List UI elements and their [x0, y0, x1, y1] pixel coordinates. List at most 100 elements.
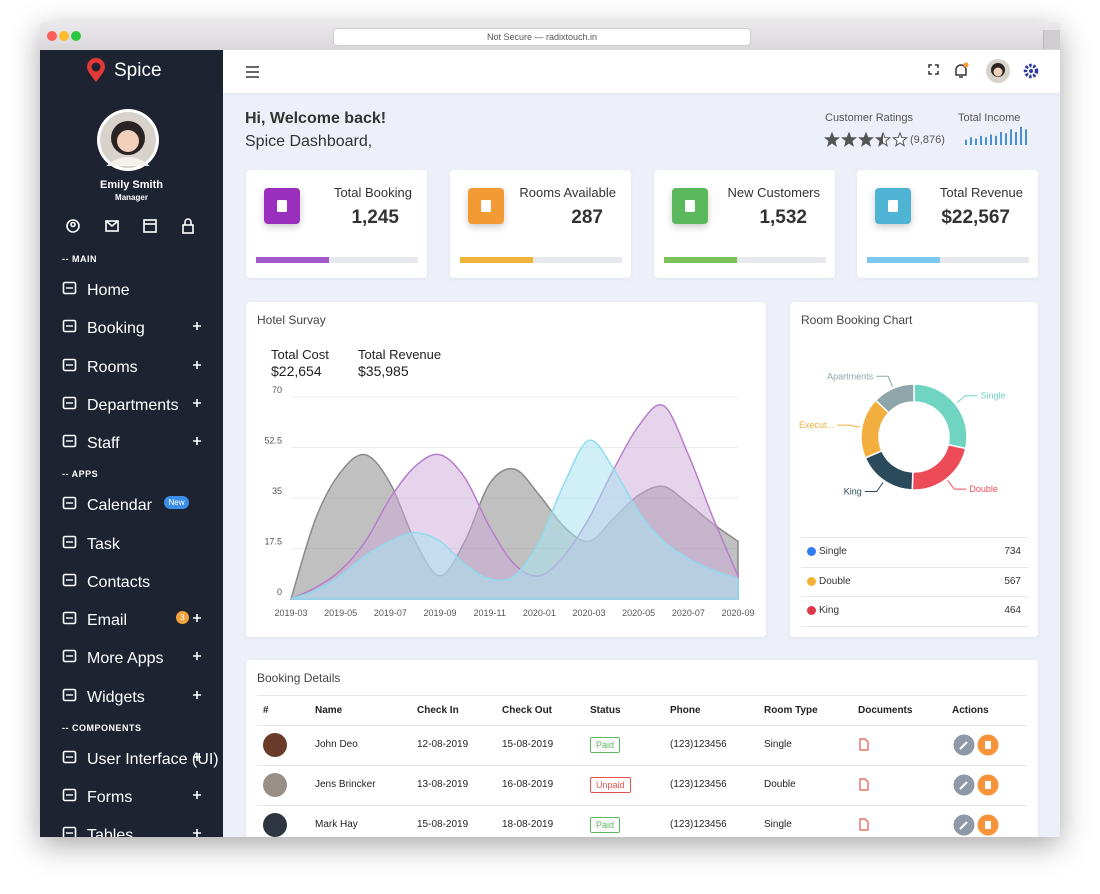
nav-badge: 3: [176, 611, 189, 625]
table-cell: 12-08-2019: [417, 739, 469, 750]
zoom-button[interactable]: [71, 31, 81, 41]
nav-item[interactable]: More Apps: [40, 644, 223, 668]
nav-label: More Apps: [87, 650, 164, 668]
table-rule: [257, 765, 1027, 766]
expand-icon: [193, 652, 201, 661]
income-bar: [995, 135, 997, 145]
minimize-button[interactable]: [59, 31, 69, 41]
slice-label: Double: [969, 484, 998, 494]
leader-line: [956, 395, 978, 404]
fullscreen-button[interactable]: [928, 64, 939, 75]
stat-value: 1,532: [759, 207, 807, 228]
nav-item[interactable]: Task: [40, 530, 223, 554]
income-bar: [1010, 129, 1012, 145]
income-bar: [1005, 133, 1007, 145]
browser-window: Not Secure — radixtouch.in Spice Emily Sm…: [40, 22, 1060, 837]
delete-button[interactable]: [977, 774, 999, 796]
new-tab-button[interactable]: [1043, 30, 1060, 49]
progress-bar: [256, 257, 329, 263]
delete-button[interactable]: [977, 734, 999, 756]
brand-logo: [87, 58, 105, 82]
document-icon[interactable]: [858, 818, 870, 832]
delete-button[interactable]: [977, 814, 999, 836]
bell-icon: [955, 64, 967, 78]
user-avatar: [97, 109, 159, 171]
y-tick-label: 52.5: [264, 436, 282, 446]
document-icon[interactable]: [858, 778, 870, 792]
notification-button[interactable]: [955, 62, 969, 78]
edit-button[interactable]: [953, 734, 975, 756]
quick-icon[interactable]: [182, 218, 194, 234]
stat-icon: [468, 188, 504, 224]
stat-icon: [672, 188, 708, 224]
summary-label: Single: [819, 546, 847, 557]
expand-icon: [193, 752, 201, 761]
nav-item[interactable]: Departments: [40, 391, 223, 415]
nav-icon-shape: [62, 535, 77, 548]
document-icon[interactable]: [858, 738, 870, 752]
glyph-shape: [277, 200, 287, 212]
star: [874, 131, 892, 147]
nav-item[interactable]: Forms: [40, 783, 223, 807]
plus-sign: [193, 322, 201, 331]
quick-icon[interactable]: [143, 219, 157, 233]
nav-icon: [62, 358, 77, 371]
nav-icon: [62, 434, 77, 448]
stat-label: Rooms Available: [519, 185, 616, 200]
stat-glyph: [481, 200, 491, 212]
nav-item[interactable]: Calendar New: [40, 491, 223, 515]
plus-sign: [193, 398, 201, 407]
guest-avatar: [263, 773, 287, 797]
progress-track: [867, 257, 1029, 263]
nav-badge: New: [164, 496, 189, 510]
calendar-icon: [143, 219, 157, 233]
nav-icon-shape: [62, 573, 77, 587]
nav-item[interactable]: Email 3: [40, 606, 223, 630]
nav-item[interactable]: Staff: [40, 429, 223, 453]
progress-track: [256, 257, 418, 263]
nav-item[interactable]: Booking: [40, 314, 223, 338]
settings-button[interactable]: [1023, 63, 1039, 79]
nav-label: User Interface (UI): [87, 750, 219, 768]
nav-item[interactable]: Contacts: [40, 568, 223, 592]
plus-sign: [193, 614, 201, 623]
nav-item[interactable]: Widgets: [40, 683, 223, 707]
section-title: -- APPS: [62, 469, 99, 480]
nav-label: Email: [87, 612, 128, 630]
title-bar: Not Secure — radixtouch.in: [40, 22, 1060, 51]
plus-sign: [193, 652, 201, 661]
user-role: Manager: [115, 193, 148, 202]
table-cell: 15-08-2019: [417, 819, 469, 830]
brand-name: Spice: [114, 60, 162, 81]
edit-button[interactable]: [953, 774, 975, 796]
pdf-icon: [859, 778, 869, 791]
nav-item[interactable]: Rooms: [40, 353, 223, 377]
nav-icon: [62, 688, 77, 701]
close-button[interactable]: [47, 31, 57, 41]
table-title: Booking Details: [257, 671, 341, 685]
table-cell: (123)123456: [670, 779, 727, 790]
leader-line: [864, 482, 884, 493]
menu-toggle[interactable]: [245, 65, 261, 79]
nav-item[interactable]: Home: [40, 276, 223, 300]
column-header: Actions: [952, 705, 989, 716]
trash-icon: [985, 781, 991, 789]
address-bar[interactable]: Not Secure — radixtouch.in: [333, 28, 751, 46]
nav-item[interactable]: User Interface (UI): [40, 745, 223, 769]
nav-label: Tables: [87, 827, 134, 837]
quick-icon[interactable]: [105, 220, 119, 232]
summary-value: 567: [1004, 575, 1021, 587]
edit-button[interactable]: [953, 814, 975, 836]
stat-value: 1,245: [351, 207, 399, 228]
column-header: Documents: [858, 705, 913, 716]
sidebar: Spice Emily Smith Manager -- MAIN Home Bookin…: [40, 50, 223, 837]
profile-button[interactable]: [986, 59, 1010, 83]
section-title: -- MAIN: [62, 254, 97, 264]
quick-icon[interactable]: [66, 219, 80, 233]
income-bar: [1020, 126, 1022, 145]
nav-icon: [62, 826, 77, 837]
nav-item[interactable]: Tables: [40, 821, 223, 837]
quick-icons: [66, 218, 194, 234]
summary-value: 464: [1004, 605, 1021, 616]
y-tick-label: 70: [272, 385, 282, 395]
